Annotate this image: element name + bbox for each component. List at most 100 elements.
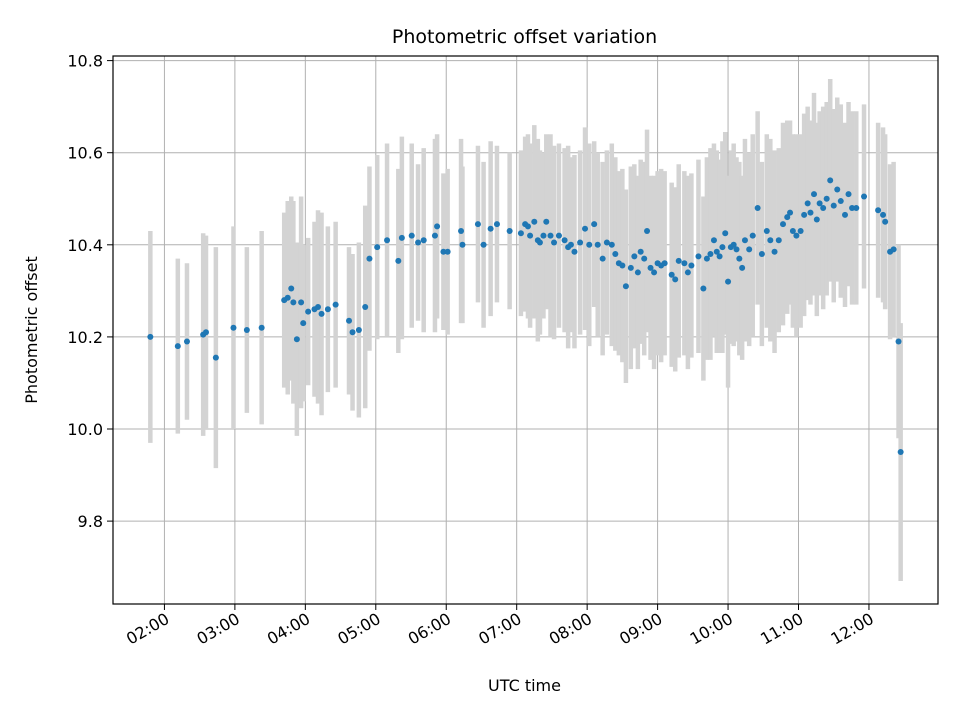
data-point [420,237,427,244]
data-point [212,354,219,361]
data-point [551,239,558,246]
data-point [298,299,305,306]
data-point [816,200,823,207]
data-point [834,186,841,193]
x-axis-title: UTC time [488,676,561,695]
data-point [293,336,300,343]
data-point [517,230,524,237]
data-point [284,294,291,301]
data-point [527,232,534,239]
data-point [861,193,868,200]
data-point [202,329,209,336]
data-point [811,191,818,198]
data-point [700,285,707,292]
data-point [524,223,531,230]
data-point [895,338,902,345]
data-points [147,177,904,456]
data-point [827,177,834,184]
data-point [474,221,481,228]
data-point [318,310,325,317]
data-point [661,260,668,267]
data-point [355,327,362,333]
data-point [230,324,237,331]
data-point [758,251,765,258]
data-point [842,211,849,218]
data-point [300,320,307,327]
data-point [444,248,451,255]
y-tick-label: 10.8 [67,52,103,71]
data-point [315,303,322,310]
data-point [305,308,312,315]
data-point [174,343,181,350]
data-point [147,333,154,340]
data-point [763,227,770,234]
data-point [599,255,606,262]
data-point [845,191,852,198]
data-point [577,239,584,246]
data-point [797,227,804,234]
data-point [547,232,554,239]
data-point [384,237,391,244]
data-point [637,248,644,255]
data-point [789,227,796,234]
y-tick-label: 10.6 [67,144,103,163]
data-point [434,223,441,230]
y-tick-label: 10.2 [67,328,103,347]
data-point [506,227,513,234]
data-point [644,227,651,234]
data-point [813,216,820,223]
data-point [366,255,373,262]
data-point [707,251,714,258]
data-point [408,232,415,239]
data-point [823,195,830,202]
data-point [736,255,743,262]
data-point [882,218,889,225]
data-point [480,241,487,248]
data-point [561,237,568,244]
data-point [349,329,356,336]
data-point [668,271,675,278]
data-point [739,264,746,271]
data-point [641,255,648,262]
data-point [288,285,295,292]
data-point [346,317,353,324]
data-point [627,264,634,271]
data-point [749,232,756,239]
data-point [543,218,550,225]
data-point [695,253,702,260]
data-point [591,221,598,228]
data-point [784,214,791,221]
data-point [897,449,904,456]
data-point [619,262,626,269]
data-point [775,237,782,244]
data-point [431,232,438,239]
data-point [362,303,369,310]
data-point [804,200,811,207]
data-point [324,306,331,313]
data-point [771,248,778,255]
data-point [837,198,844,205]
data-point [586,241,593,248]
data-point [631,253,638,260]
data-point [793,232,800,239]
data-point [634,269,641,276]
y-axis: 9.8 10.0 10.2 10.4 10.6 10.8 [67,52,113,531]
y-tick-label: 10.4 [67,236,103,255]
data-point [801,211,808,218]
data-point [672,276,679,283]
data-point [730,241,737,248]
data-point [716,253,723,260]
data-point [398,234,405,241]
data-point [487,225,494,232]
data-point [608,241,615,248]
y-tick-label: 9.8 [78,512,103,531]
data-point [807,209,814,216]
data-point [582,225,589,232]
data-point [710,237,717,244]
data-point [647,264,654,271]
data-point [415,239,422,246]
data-point [458,227,465,234]
data-point [746,246,753,253]
